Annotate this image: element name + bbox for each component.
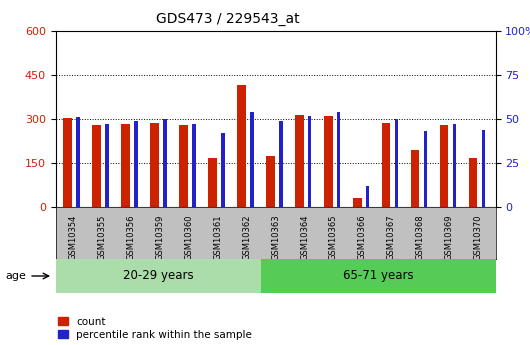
Bar (192, 124, 196, 207)
Text: GSM10362: GSM10362 (242, 215, 251, 260)
Text: GSM10365: GSM10365 (329, 215, 338, 260)
Text: GSM10354: GSM10354 (68, 215, 77, 260)
Bar (411, 150, 419, 207)
Bar (208, 158, 217, 207)
Text: GSM10368: GSM10368 (416, 215, 425, 260)
Bar (337, 112, 340, 207)
Text: GSM10363: GSM10363 (271, 215, 280, 260)
Bar (324, 116, 333, 207)
Text: GSM10361: GSM10361 (213, 215, 222, 260)
Bar (482, 130, 485, 207)
Legend: count, percentile rank within the sample: count, percentile rank within the sample (58, 317, 252, 340)
Bar (135, 121, 138, 207)
Bar (453, 124, 456, 207)
Bar (440, 125, 448, 207)
Bar (76, 117, 80, 207)
Bar (221, 133, 225, 207)
Text: GSM10355: GSM10355 (98, 215, 107, 260)
Bar (237, 85, 246, 207)
Bar (266, 156, 275, 207)
Text: GSM10369: GSM10369 (445, 215, 454, 260)
Bar (353, 198, 361, 207)
Bar (151, 124, 159, 207)
FancyBboxPatch shape (261, 259, 496, 293)
Text: GDS473 / 229543_at: GDS473 / 229543_at (156, 12, 299, 26)
Text: 20-29 years: 20-29 years (123, 269, 193, 283)
Bar (382, 124, 391, 207)
Bar (105, 124, 109, 207)
Bar (395, 119, 399, 207)
Bar (121, 124, 130, 207)
Bar (163, 119, 167, 207)
Bar (279, 121, 282, 207)
Text: GSM10367: GSM10367 (387, 215, 396, 260)
Text: GSM10356: GSM10356 (126, 215, 135, 260)
Bar (250, 112, 253, 207)
Text: GSM10364: GSM10364 (300, 215, 309, 260)
Text: age: age (5, 271, 26, 281)
Bar (179, 126, 188, 207)
Text: GSM10359: GSM10359 (155, 215, 164, 260)
Bar (64, 118, 72, 207)
Bar (308, 116, 312, 207)
Bar (424, 131, 427, 207)
Bar (469, 158, 478, 207)
Bar (366, 186, 369, 207)
Text: 65-71 years: 65-71 years (343, 269, 413, 283)
Bar (92, 125, 101, 207)
Text: GSM10366: GSM10366 (358, 215, 367, 260)
Text: GSM10360: GSM10360 (184, 215, 193, 260)
FancyBboxPatch shape (56, 259, 261, 293)
Text: GSM10370: GSM10370 (474, 215, 483, 260)
Bar (295, 115, 304, 207)
